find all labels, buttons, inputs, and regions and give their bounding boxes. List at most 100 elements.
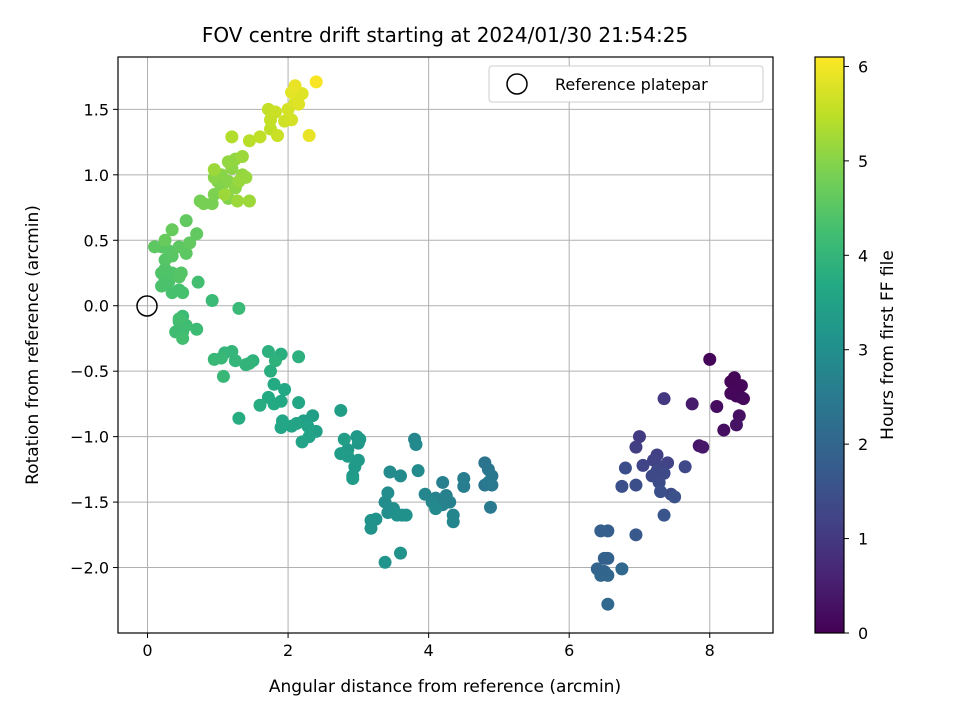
data-point [292,97,306,111]
x-tick-label: 6 [564,641,574,660]
data-point [632,430,646,444]
data-point [703,352,717,366]
plot-area-background [118,57,773,633]
data-point [190,227,204,241]
data-point [165,223,179,237]
data-point [278,383,292,397]
colorbar-tick-label: 1 [858,530,868,549]
data-point [601,597,615,611]
colorbar-ticks: 0 1 2 3 4 5 6 [844,57,868,643]
data-point [629,478,643,492]
colorbar-tick-label: 3 [858,341,868,360]
legend-label: Reference platepar [555,75,708,94]
data-point [657,392,671,406]
data-point [383,465,397,479]
data-point [481,475,495,489]
data-point [239,170,253,184]
data-point [696,440,710,454]
data-point [710,400,724,414]
data-point [302,129,316,143]
legend: Reference platepar [488,65,764,103]
colorbar-label: Hours from first FF file [878,250,898,440]
plot-area-frame [117,56,774,634]
data-point [271,129,285,143]
data-point [207,352,221,366]
data-point [736,392,750,406]
data-point [292,396,306,410]
data-point [225,130,239,144]
data-point [264,364,278,378]
data-point [268,354,282,368]
data-point [230,194,244,208]
data-point [601,551,615,565]
data-point [618,461,632,475]
y-tick-label: −1.0 [70,428,109,447]
x-axis-ticks: 0 2 4 6 8 [142,633,715,660]
data-point [483,500,497,514]
data-point [292,350,306,364]
data-point [429,502,443,516]
colorbar-gradient [815,57,844,633]
colorbar-tick-label: 2 [858,435,868,454]
data-point [176,331,190,345]
y-tick-label: 1.0 [84,166,109,185]
data-point [288,79,302,93]
data-point [668,490,682,504]
data-point [334,403,348,417]
y-tick-label: 1.5 [84,100,109,119]
data-point [190,322,204,336]
data-point [657,508,671,522]
chart-title: FOV centre drift starting at 2024/01/30 … [202,23,688,47]
data-point [218,187,232,201]
data-point [267,377,281,391]
y-tick-label: −0.5 [70,362,109,381]
colorbar-tick-label: 0 [858,624,868,643]
data-point [615,562,629,576]
data-point [346,472,360,486]
data-points [148,75,750,611]
y-axis-ticks: 1.5 1.0 0.5 0.0 −0.5 −1.0 −1.5 −2.0 [70,100,118,578]
data-point [654,485,668,499]
data-point [253,130,267,144]
grid-lines [118,57,773,633]
x-tick-label: 4 [424,641,434,660]
data-point [191,275,205,289]
data-point [158,233,172,247]
y-tick-label: 0.0 [84,297,109,316]
data-point [268,105,282,119]
data-point [685,397,699,411]
data-point [174,266,188,280]
data-point [242,194,256,208]
data-point [179,246,193,260]
data-point [394,546,408,560]
data-point [334,447,348,461]
y-tick-label: −1.5 [70,493,109,512]
data-point [228,354,242,368]
data-point [295,435,309,449]
data-point [678,460,692,474]
x-tick-label: 8 [705,641,715,660]
data-point [409,437,423,451]
legend-box [488,65,764,103]
data-point [636,458,650,472]
data-point [165,286,179,300]
data-point [205,293,219,307]
data-point [364,521,378,535]
data-point [274,420,288,434]
data-point [446,515,460,529]
data-point [253,398,267,412]
data-point [242,134,256,148]
data-point [629,528,643,542]
reference-platepar-marker [136,295,158,317]
data-point [242,356,256,370]
data-point [717,423,731,437]
x-axis-label: Angular distance from reference (arcmin) [269,677,621,697]
data-point [378,555,392,569]
data-point [285,113,299,127]
data-point [337,432,351,446]
data-point [629,440,643,454]
colorbar-tick-label: 6 [858,57,868,76]
data-point [179,214,193,228]
data-point [436,475,450,489]
